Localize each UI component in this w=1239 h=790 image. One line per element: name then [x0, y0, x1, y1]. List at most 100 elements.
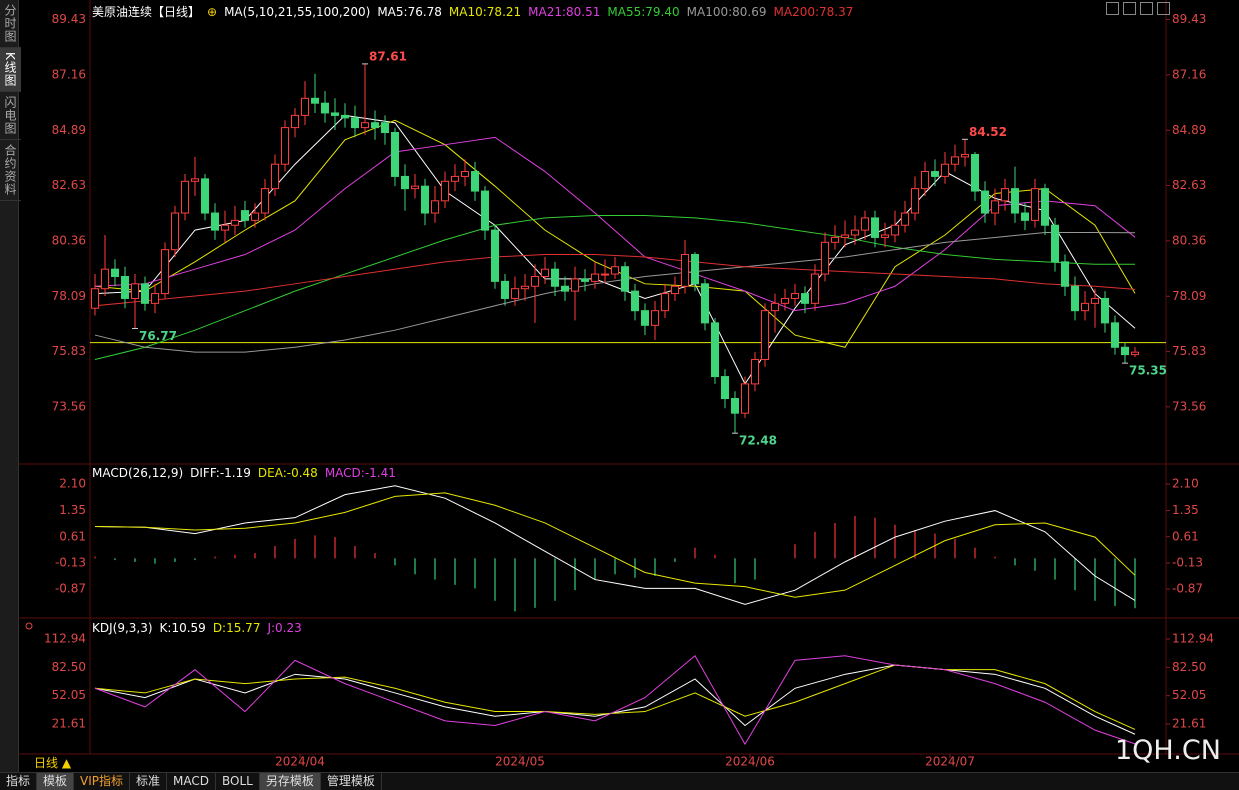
- candle-body: [901, 212, 909, 226]
- y-tick-label: 87.16: [1172, 67, 1206, 81]
- annotation: 84.52: [969, 125, 1007, 139]
- candle-body: [421, 185, 429, 214]
- bottom-tab[interactable]: MACD: [167, 773, 217, 790]
- y-tick-label: 82.50: [1172, 660, 1206, 674]
- candle-body: [1121, 346, 1129, 356]
- bottom-tab[interactable]: 管理模板: [321, 773, 382, 790]
- bottom-tab[interactable]: 指标: [0, 773, 38, 790]
- candle-body: [1021, 212, 1029, 221]
- annotation: 75.35: [1129, 364, 1167, 378]
- candle-body: [711, 322, 719, 378]
- candle-body: [1001, 188, 1009, 202]
- y-tick-label: 1.35: [59, 503, 86, 517]
- legend-item: MA100:80.69: [686, 5, 767, 19]
- candle-body: [541, 268, 549, 277]
- legend-item: MA55:79.40: [607, 5, 680, 19]
- candle-body: [891, 224, 899, 236]
- candle-body: [321, 102, 329, 114]
- candle-body: [391, 131, 399, 177]
- candle-body: [381, 122, 389, 133]
- chart: 89.43 89.43 87.16 87.16 84.89 84.89 82.63 82.63…: [18, 0, 1239, 769]
- indicator-line: [94, 654, 1136, 746]
- candle-body: [301, 97, 309, 116]
- side-tabs: 分时图 K线图 闪电图 合约资料: [0, 0, 21, 772]
- candle-body: [971, 153, 979, 192]
- y-tick-label: 75.83: [1172, 344, 1206, 358]
- indicator-line: [94, 485, 1136, 605]
- candle-body: [811, 273, 819, 304]
- period-selector[interactable]: 日线 ▲: [34, 756, 72, 770]
- candle-body: [921, 171, 929, 190]
- settings-icon[interactable]: ⊕: [207, 5, 218, 19]
- candle-body: [261, 188, 269, 214]
- icon-button[interactable]: [1106, 2, 1119, 15]
- candle-body: [161, 249, 169, 295]
- candle-body: [251, 212, 259, 221]
- candle-body: [571, 278, 579, 292]
- bottom-tab[interactable]: BOLL: [216, 773, 260, 790]
- candle-body: [1011, 188, 1019, 214]
- macd-legend: MACD(26,12,9) DIFF:-1.19 DEA:-0.48 MACD:-1.…: [92, 466, 403, 480]
- icon-button[interactable]: [1140, 2, 1153, 15]
- candle-body: [1081, 302, 1089, 312]
- candle-body: [531, 275, 539, 287]
- candle-body: [651, 310, 659, 326]
- candle-body: [861, 217, 869, 231]
- candle-body: [801, 293, 809, 304]
- candle-body: [1091, 297, 1099, 304]
- candle-body: [551, 268, 559, 287]
- annotation: 72.48: [739, 434, 777, 448]
- candle-body: [231, 219, 239, 226]
- candle-body: [581, 278, 589, 282]
- y-tick-label: 21.61: [52, 716, 86, 730]
- y-tick-label: -0.13: [55, 555, 86, 569]
- bottom-tab[interactable]: 模板: [37, 773, 75, 790]
- side-tab[interactable]: K线图: [0, 48, 21, 92]
- legend-item: MA21:80.51: [528, 5, 601, 19]
- candle-body: [781, 297, 789, 304]
- candle-body: [1041, 188, 1049, 226]
- indicator-line: [94, 664, 1136, 735]
- candle-body: [481, 190, 489, 231]
- side-tab[interactable]: 闪电图: [0, 92, 21, 140]
- candle-body: [961, 153, 969, 158]
- legend: DIFF:-1.19 DEA:-0.48: [190, 466, 325, 480]
- candle-body: [121, 275, 129, 299]
- candle-body: [701, 283, 709, 324]
- indicator-line: [94, 232, 1136, 353]
- y-tick-label: 73.56: [1172, 399, 1206, 413]
- bottom-tab[interactable]: 另存模板: [259, 773, 321, 790]
- legend-item: D:15.77: [212, 621, 261, 635]
- window-icons: [1106, 2, 1170, 15]
- icon-button[interactable]: [1123, 2, 1136, 15]
- candle-body: [591, 273, 599, 282]
- candle-body: [281, 127, 289, 165]
- candle-body: [601, 273, 609, 276]
- y-tick-label: 52.05: [52, 688, 86, 702]
- y-tick-label: 80.36: [52, 233, 86, 247]
- candle-body: [741, 383, 749, 414]
- candle-body: [791, 293, 799, 299]
- candle-body: [111, 268, 119, 277]
- candle-body: [611, 266, 619, 275]
- side-tab[interactable]: 分时图: [0, 0, 21, 48]
- candle-body: [881, 234, 889, 238]
- candle-body: [991, 200, 999, 214]
- y-tick-label: -0.87: [1172, 582, 1203, 596]
- y-tick-label: 78.09: [1172, 289, 1206, 303]
- bottom-tab[interactable]: 标准: [130, 773, 168, 790]
- bottom-tab[interactable]: VIP指标: [74, 773, 131, 790]
- side-tab[interactable]: 合约资料: [0, 140, 21, 201]
- icon-button[interactable]: [1157, 2, 1170, 15]
- legend-item: MACD:-1.41: [324, 466, 396, 480]
- indicator-label: MA(5,10,21,55,100,200): [224, 5, 371, 19]
- candle-body: [141, 283, 149, 304]
- candle-body: [441, 180, 449, 202]
- y-tick-label: 112.94: [1172, 632, 1214, 646]
- candle-body: [771, 302, 779, 312]
- candle-body: [241, 210, 249, 221]
- candle-body: [521, 285, 529, 290]
- candle-body: [911, 188, 919, 214]
- y-tick-label: 87.16: [52, 67, 86, 81]
- y-tick-label: 78.09: [52, 289, 86, 303]
